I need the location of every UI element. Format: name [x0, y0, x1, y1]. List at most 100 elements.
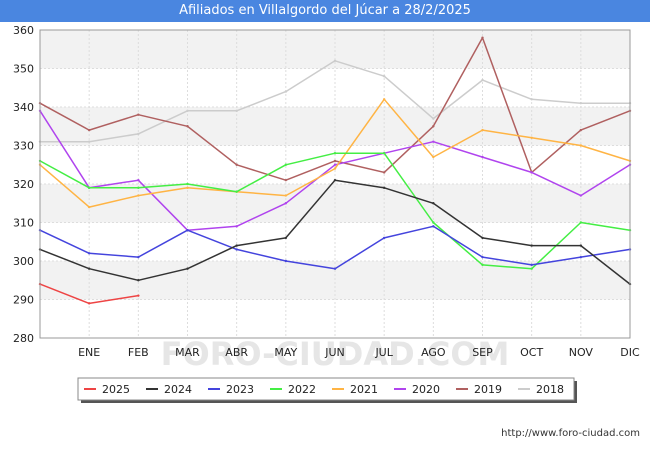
data-point-2019: [186, 125, 189, 128]
data-point-2024: [186, 267, 189, 270]
y-tick-label: 360: [13, 24, 34, 37]
x-axis-ticks: ENE FEB MAR ABR MAY JUN JUL AGO SEP OCT NOV DIC: [78, 346, 640, 359]
data-point-2020: [284, 202, 288, 205]
x-tick-label: AGO: [421, 346, 446, 359]
legend-item-2023: 2023: [208, 383, 254, 396]
data-point-2019: [87, 128, 91, 132]
legend-label: 2024: [164, 383, 192, 396]
legend-label: 2019: [474, 383, 502, 396]
x-tick-label: OCT: [520, 346, 543, 359]
data-point-2023: [579, 255, 583, 259]
data-point-2024: [382, 186, 386, 190]
data-point-2018: [186, 109, 189, 113]
data-point-2024: [137, 279, 140, 282]
legend: 2025 2024 2023 2022 2021 2020 2019 2018: [77, 377, 577, 403]
y-axis-ticks: 280 290 300 310 320 330 340 350 360: [13, 24, 34, 345]
data-point-2025: [87, 302, 91, 305]
grid-lines: [40, 29, 630, 339]
data-point-2024: [284, 236, 288, 240]
data-point-2020: [432, 140, 435, 143]
y-tick-label: 280: [13, 332, 34, 345]
y-tick-label: 310: [13, 217, 34, 230]
data-point-2024: [87, 267, 91, 270]
data-point-2022: [235, 190, 238, 193]
data-point-2022: [382, 152, 386, 155]
y-tick-label: 320: [13, 178, 34, 191]
legend-item-2021: 2021: [332, 383, 378, 396]
legend-label: 2022: [288, 383, 316, 396]
data-point-2019: [481, 36, 484, 39]
legend-label: 2018: [536, 383, 564, 396]
data-point-2022: [530, 267, 533, 270]
legend-label: 2023: [226, 383, 254, 396]
data-point-2019: [137, 113, 140, 116]
data-point-2020: [333, 163, 337, 166]
data-point-2023: [186, 229, 189, 232]
data-point-2021: [137, 194, 140, 197]
data-point-2019: [235, 163, 238, 166]
data-point-2018: [432, 117, 435, 120]
data-point-2021: [481, 128, 484, 132]
y-tick-label: 290: [13, 294, 34, 307]
x-tick-label: NOV: [569, 346, 594, 359]
data-point-2023: [432, 225, 435, 228]
data-point-2023: [530, 263, 533, 267]
data-point-2022: [284, 163, 288, 166]
data-point-2020: [137, 178, 140, 182]
y-tick-label: 300: [13, 255, 34, 268]
data-point-2021: [432, 155, 435, 159]
legend-label: 2020: [412, 383, 440, 396]
data-point-2025: [137, 294, 140, 297]
data-point-2022: [333, 152, 337, 155]
data-point-2018: [137, 132, 140, 136]
data-point-2021: [333, 167, 337, 170]
x-tick-label: JUL: [374, 346, 393, 359]
x-tick-label: JUN: [324, 346, 345, 359]
data-point-2024: [530, 244, 533, 247]
data-point-2024: [333, 178, 337, 182]
x-tick-label: SEP: [472, 346, 493, 359]
data-point-2018: [333, 59, 337, 62]
data-point-2022: [186, 182, 189, 186]
data-point-2022: [481, 263, 484, 267]
y-tick-label: 340: [13, 101, 34, 114]
data-point-2022: [87, 186, 91, 190]
data-point-2018: [87, 140, 91, 143]
watermark: FORO-CIUDAD.COM: [161, 335, 510, 373]
legend-item-2019: 2019: [456, 383, 502, 396]
data-point-2021: [382, 98, 386, 101]
data-point-2024: [235, 244, 238, 247]
x-tick-label: ABR: [225, 346, 248, 359]
data-point-2023: [137, 255, 140, 259]
data-point-2019: [284, 178, 288, 182]
data-point-2019: [579, 128, 583, 132]
data-point-2021: [186, 186, 189, 190]
data-point-2018: [579, 101, 583, 105]
data-point-2024: [432, 202, 435, 205]
y-tick-label: 350: [13, 63, 34, 76]
data-point-2021: [579, 144, 583, 147]
data-point-2022: [137, 186, 140, 190]
data-point-2019: [382, 171, 386, 174]
x-tick-label: FEB: [128, 346, 149, 359]
data-point-2021: [284, 194, 288, 197]
legend-item-2018: 2018: [518, 383, 564, 396]
data-point-2019: [333, 159, 337, 163]
data-point-2023: [235, 248, 238, 251]
data-point-2023: [481, 255, 484, 259]
data-point-2020: [530, 171, 533, 174]
legend-box: [77, 377, 575, 401]
data-point-2019: [432, 125, 435, 128]
x-tick-label: MAR: [175, 346, 200, 359]
legend-label: 2025: [102, 383, 130, 396]
legend-item-2024: 2024: [146, 383, 192, 396]
data-point-2018: [481, 78, 484, 82]
source-url: http://www.foro-ciudad.com: [501, 428, 640, 439]
plot-border: [39, 29, 631, 339]
data-point-2021: [87, 205, 91, 209]
data-point-2023: [333, 267, 337, 270]
chart-title: Afiliados en Villalgordo del Júcar a 28/…: [0, 0, 650, 22]
legend-label: 2021: [350, 383, 378, 396]
legend-item-2020: 2020: [394, 383, 440, 396]
